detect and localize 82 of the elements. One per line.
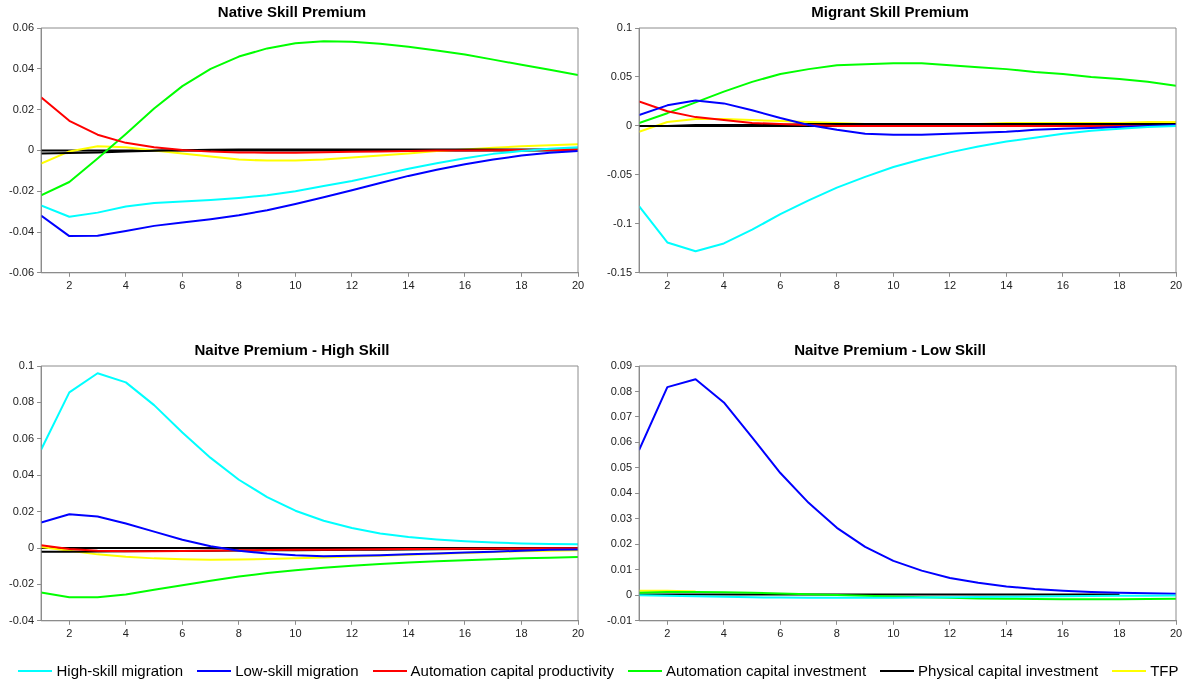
x-tick-label: 20 <box>1169 279 1183 292</box>
x-tick-label: 16 <box>1056 279 1070 292</box>
x-tick-label: 14 <box>1000 627 1013 640</box>
x-tick-label: 12 <box>943 627 957 640</box>
x-tick-label: 18 <box>1113 627 1126 640</box>
chart-title: Migrant Skill Premium <box>811 3 969 21</box>
chart-title: Naitve Premium - Low Skill <box>794 341 986 359</box>
x-tick-label: 8 <box>833 279 840 292</box>
y-tick-label: -0.01 <box>606 613 633 626</box>
y-tick-label: 0.02 <box>12 102 35 115</box>
x-tick-label: 16 <box>1056 627 1070 640</box>
y-tick-label: -0.02 <box>8 184 35 197</box>
y-tick-label: 0.08 <box>610 384 633 397</box>
y-tick-label: 0.06 <box>12 431 35 444</box>
legend-label: Automation capital productivity <box>410 662 614 679</box>
x-tick-label: 2 <box>664 627 671 640</box>
y-tick-label: 0.03 <box>610 511 633 524</box>
x-tick-label: 8 <box>833 627 840 640</box>
chart-title: Native Skill Premium <box>217 3 367 21</box>
x-tick-label: 14 <box>1000 279 1013 292</box>
x-tick-label: 16 <box>458 279 472 292</box>
x-tick-label: 12 <box>943 279 957 292</box>
x-tick-label: 6 <box>179 279 186 292</box>
y-tick-label: 0.01 <box>610 562 633 575</box>
x-tick-label: 4 <box>720 627 727 640</box>
y-tick-label: 0.02 <box>12 504 35 517</box>
x-tick-label: 6 <box>777 279 784 292</box>
x-tick-label: 20 <box>571 279 585 292</box>
legend-label: Low-skill migration <box>235 662 359 679</box>
y-tick-label: 0 <box>625 118 633 131</box>
y-tick-label: -0.04 <box>8 613 35 626</box>
x-tick-label: 2 <box>66 279 73 292</box>
y-tick-label: 0 <box>27 143 35 156</box>
legend-label: Automation capital investment <box>665 662 867 679</box>
y-tick-label: 0.04 <box>12 468 35 481</box>
y-tick-label: 0.04 <box>610 486 633 499</box>
y-tick-label: 0 <box>27 541 35 554</box>
y-tick-label: -0.06 <box>8 265 35 278</box>
y-tick-label: 0.1 <box>616 21 633 34</box>
chart-title: Naitve Premium - High Skill <box>194 341 390 359</box>
x-tick-label: 4 <box>720 279 727 292</box>
x-tick-label: 12 <box>345 279 359 292</box>
y-tick-label: -0.1 <box>613 216 633 229</box>
legend-label: High-skill migration <box>56 662 184 679</box>
y-tick-label: 0.05 <box>610 460 633 473</box>
x-tick-label: 6 <box>179 627 186 640</box>
x-tick-label: 16 <box>458 627 472 640</box>
x-tick-label: 6 <box>777 627 784 640</box>
y-tick-label: 0.06 <box>610 435 633 448</box>
x-tick-label: 14 <box>402 279 415 292</box>
legend-label: Physical capital investment <box>918 662 1099 679</box>
x-tick-label: 10 <box>887 627 900 640</box>
x-tick-label: 20 <box>571 627 585 640</box>
x-tick-label: 8 <box>235 279 242 292</box>
y-tick-label: 0.02 <box>610 537 633 550</box>
x-tick-label: 2 <box>664 279 671 292</box>
legend-label: TFP <box>1150 662 1179 679</box>
x-tick-label: 18 <box>515 627 528 640</box>
x-tick-label: 18 <box>515 279 528 292</box>
y-tick-label: -0.02 <box>8 577 35 590</box>
x-tick-label: 4 <box>122 279 129 292</box>
x-tick-label: 10 <box>289 627 302 640</box>
y-tick-label: 0.06 <box>12 21 35 34</box>
y-tick-label: 0.1 <box>18 359 35 372</box>
y-tick-label: 0.07 <box>610 409 633 422</box>
x-tick-label: 14 <box>402 627 415 640</box>
y-tick-label: 0.09 <box>610 359 633 372</box>
x-tick-label: 12 <box>345 627 359 640</box>
y-tick-label: -0.04 <box>8 225 35 238</box>
x-tick-label: 18 <box>1113 279 1126 292</box>
x-tick-label: 10 <box>289 279 302 292</box>
x-tick-label: 2 <box>66 627 73 640</box>
x-tick-label: 8 <box>235 627 242 640</box>
y-tick-label: 0.08 <box>12 395 35 408</box>
y-tick-label: 0.04 <box>12 61 35 74</box>
x-tick-label: 10 <box>887 279 900 292</box>
y-tick-label: 0.05 <box>610 69 633 82</box>
x-tick-label: 20 <box>1169 627 1183 640</box>
y-tick-label: 0 <box>625 588 633 601</box>
y-tick-label: -0.05 <box>606 167 633 180</box>
x-tick-label: 4 <box>122 627 129 640</box>
y-tick-label: -0.15 <box>606 265 633 278</box>
